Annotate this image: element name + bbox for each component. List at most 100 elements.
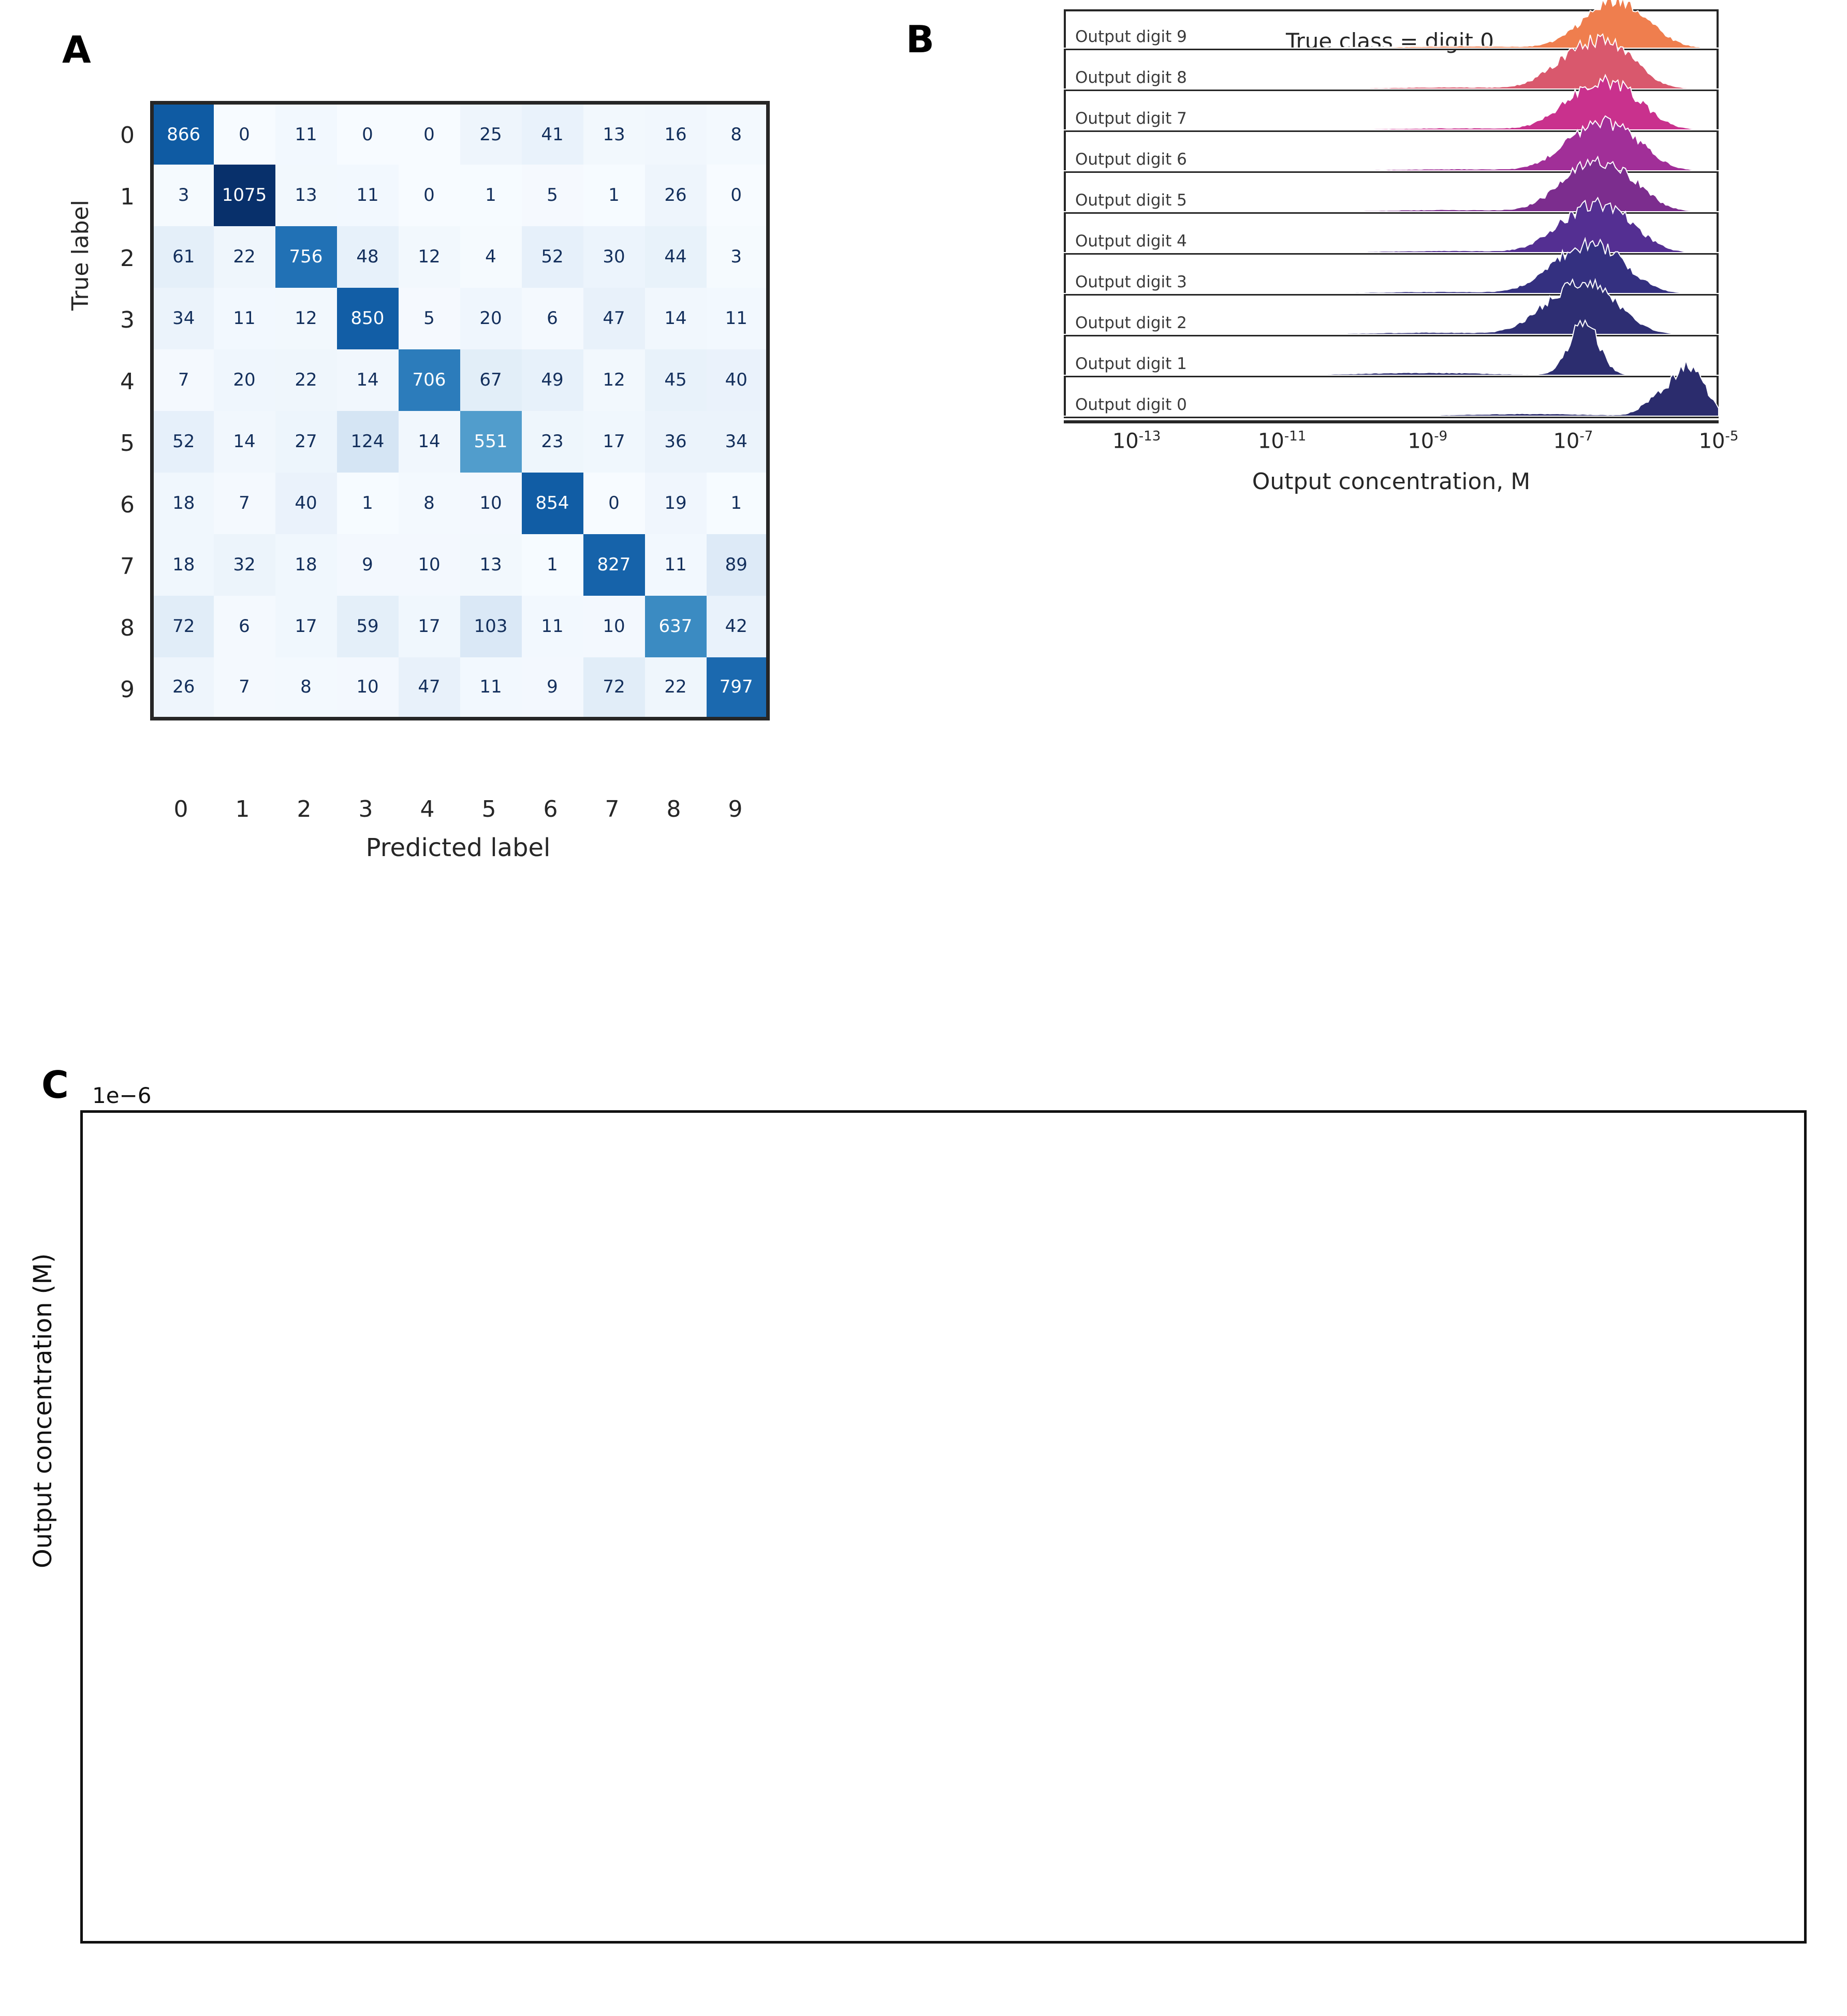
confusion-matrix-cell: 47 <box>583 287 645 349</box>
confusion-matrix-cell: 1075 <box>213 164 275 226</box>
ridgeline-density-curve <box>1064 319 1719 376</box>
ridgeline-row-label: Output digit 0 <box>1075 395 1187 414</box>
confusion-matrix-cell: 13 <box>460 534 522 596</box>
confusion-matrix-cell: 850 <box>336 287 399 349</box>
confusion-matrix-y-tick: 9 <box>120 676 135 703</box>
ridgeline-row: Output digit 8 <box>1064 33 1719 91</box>
confusion-matrix-cell: 9 <box>521 657 583 719</box>
violin-legend <box>1103 1148 1768 1268</box>
panel-a-letter: A <box>62 28 91 71</box>
confusion-matrix-cell: 40 <box>275 472 337 534</box>
confusion-matrix-cell: 34 <box>706 410 768 473</box>
panel-c-violin: C 1e−6 Output concentration (M) <box>0 1051 1847 2016</box>
ridgeline-x-tick: 10-11 <box>1257 429 1307 453</box>
ridgeline-x-tick: 10-9 <box>1408 429 1448 453</box>
confusion-matrix-y-tick: 5 <box>120 430 135 457</box>
ridgeline-x-tick: 10-13 <box>1112 429 1161 453</box>
confusion-matrix-cell: 0 <box>398 102 460 165</box>
confusion-matrix-y-ticks: 0 1 2 3 4 5 6 7 8 9 <box>98 105 135 720</box>
confusion-matrix-cell: 12 <box>275 287 337 349</box>
confusion-matrix-cell: 10 <box>336 657 399 719</box>
ridgeline-density-curve <box>1064 358 1719 417</box>
confusion-matrix-cell: 59 <box>336 595 399 657</box>
confusion-matrix-cell: 1 <box>521 534 583 596</box>
confusion-matrix-cell: 20 <box>460 287 522 349</box>
ridgeline-x-axis-line <box>1064 420 1719 423</box>
confusion-matrix-cell: 7 <box>213 657 275 719</box>
ridgeline-row: Output digit 2 <box>1064 278 1719 336</box>
ridgeline-density-curve <box>1064 278 1719 335</box>
confusion-matrix-cell: 7 <box>213 472 275 534</box>
confusion-matrix-cell: 17 <box>398 595 460 657</box>
ridgeline-row-label: Output digit 3 <box>1075 273 1187 291</box>
ridgeline-row: Output digit 4 <box>1064 196 1719 255</box>
confusion-matrix-cell: 11 <box>275 102 337 165</box>
confusion-matrix-x-tick: 0 <box>173 796 188 822</box>
confusion-matrix-y-tick: 8 <box>120 615 135 641</box>
confusion-matrix-cell: 11 <box>521 595 583 657</box>
ridgeline-row: Output digit 1 <box>1064 319 1719 377</box>
confusion-matrix-cell: 5 <box>521 164 583 226</box>
confusion-matrix-plot: 866 0 11 0 0 25 41 13 16 8 3 1075 13 11 0 1 5 1 26 0 61 22 756… <box>150 101 770 720</box>
panel-b-ridgeline: B True class = digit 0 Output digit 9 Out… <box>890 0 1847 1066</box>
confusion-matrix-cell: 637 <box>644 595 707 657</box>
ridgeline-row-label: Output digit 8 <box>1075 68 1187 87</box>
ridgeline-row: Output digit 6 <box>1064 115 1719 173</box>
confusion-matrix-cell: 67 <box>460 349 522 411</box>
confusion-matrix-x-ticks: 0 1 2 3 4 5 6 7 8 9 <box>150 796 766 822</box>
ridgeline-row: Output digit 9 <box>1064 0 1719 50</box>
ridgeline-row: Output digit 0 <box>1064 358 1719 418</box>
confusion-matrix-cell: 797 <box>706 657 768 719</box>
confusion-matrix-x-tick: 1 <box>235 796 250 822</box>
ridgeline-density-curve <box>1064 115 1719 171</box>
confusion-matrix-cell: 49 <box>521 349 583 411</box>
confusion-matrix-cell: 10 <box>398 534 460 596</box>
ridgeline-density-curve <box>1064 73 1719 130</box>
confusion-matrix-cell: 47 <box>398 657 460 719</box>
confusion-matrix-cell: 72 <box>583 657 645 719</box>
confusion-matrix-cell: 41 <box>521 102 583 165</box>
confusion-matrix-x-axis-label: Predicted label <box>365 833 551 862</box>
confusion-matrix-cell: 48 <box>336 226 399 288</box>
confusion-matrix-cell: 17 <box>275 595 337 657</box>
confusion-matrix-cell: 22 <box>275 349 337 411</box>
confusion-matrix-row: 7 20 22 14 706 67 49 12 45 40 <box>152 349 768 411</box>
confusion-matrix-cell: 12 <box>583 349 645 411</box>
confusion-matrix-x-tick: 8 <box>666 796 681 822</box>
confusion-matrix-cell: 866 <box>152 102 214 165</box>
confusion-matrix-cell: 1 <box>336 472 399 534</box>
confusion-matrix-cell: 12 <box>398 226 460 288</box>
confusion-matrix-cell: 11 <box>706 287 768 349</box>
confusion-matrix-cell: 3 <box>706 226 768 288</box>
confusion-matrix-cell: 0 <box>213 102 275 165</box>
confusion-matrix-row: 18 7 40 1 8 10 854 0 19 1 <box>152 472 768 534</box>
ridgeline-row-label: Output digit 1 <box>1075 355 1187 373</box>
confusion-matrix-cell: 13 <box>583 102 645 165</box>
confusion-matrix-cell: 19 <box>644 472 707 534</box>
confusion-matrix-cell: 8 <box>275 657 337 719</box>
confusion-matrix-cell: 14 <box>336 349 399 411</box>
ridgeline-row-label: Output digit 5 <box>1075 191 1187 210</box>
confusion-matrix-x-tick: 4 <box>420 796 435 822</box>
confusion-matrix-row: 52 14 27 124 14 551 23 17 36 34 <box>152 410 768 473</box>
confusion-matrix-x-tick: 5 <box>481 796 496 822</box>
ridgeline-row: Output digit 3 <box>1064 237 1719 296</box>
confusion-matrix-cell: 14 <box>213 410 275 473</box>
confusion-matrix-cell: 5 <box>398 287 460 349</box>
confusion-matrix-cell: 45 <box>644 349 707 411</box>
confusion-matrix-cell: 44 <box>644 226 707 288</box>
ridgeline-density-curve <box>1064 33 1719 90</box>
ridgeline-x-axis-label: Output concentration, M <box>1252 468 1531 495</box>
ridgeline-density-curve <box>1064 0 1719 49</box>
confusion-matrix-cell: 706 <box>398 349 460 411</box>
confusion-matrix-cell: 26 <box>644 164 707 226</box>
ridgeline-row-label: Output digit 2 <box>1075 314 1187 332</box>
confusion-matrix-cell: 27 <box>275 410 337 473</box>
ridgeline-row-label: Output digit 7 <box>1075 109 1187 128</box>
confusion-matrix-cell: 72 <box>152 595 214 657</box>
confusion-matrix-cell: 1 <box>460 164 522 226</box>
confusion-matrix-cell: 0 <box>583 472 645 534</box>
confusion-matrix-cell: 14 <box>398 410 460 473</box>
confusion-matrix-cell: 18 <box>152 534 214 596</box>
ridgeline-row-label: Output digit 9 <box>1075 27 1187 46</box>
